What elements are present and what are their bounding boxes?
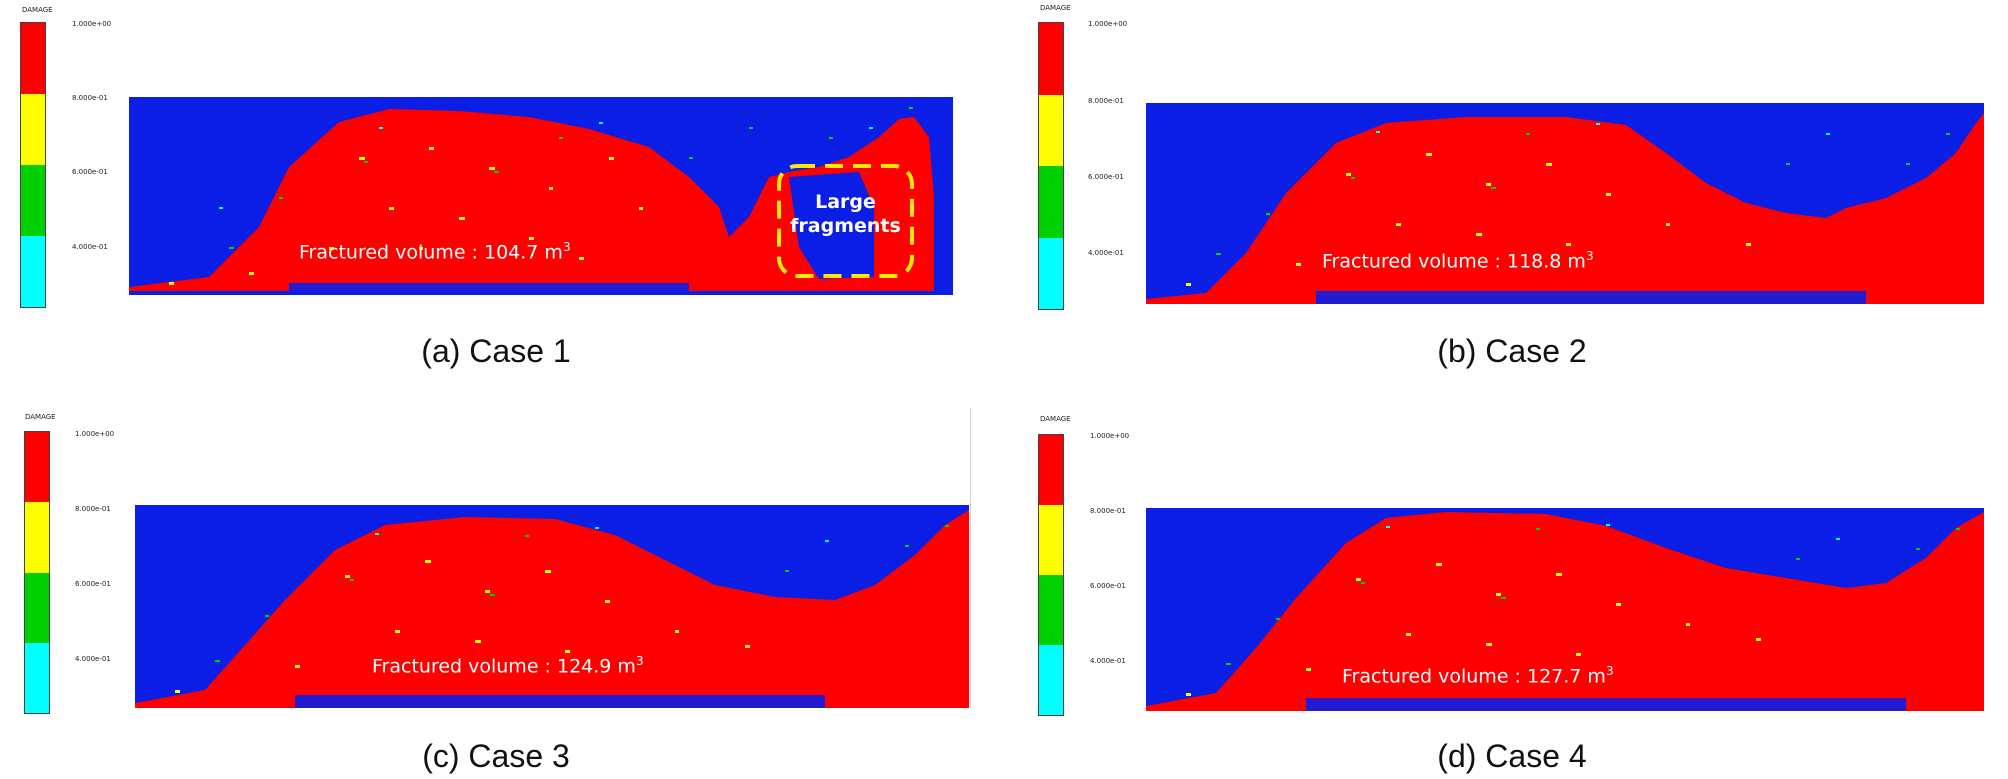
colorbar-title: DAMAGE: [25, 413, 56, 421]
fractured-volume-label: Fractured volume : 127.7 m3: [1342, 664, 1614, 688]
large-fragments-annotation: Large fragments: [776, 190, 915, 238]
colorbar-tick-label: 8.000e-01: [1088, 97, 1124, 105]
colorbar-tick-label: 1.000e+00: [72, 20, 112, 28]
colorbar-tick-label: 8.000e-01: [1090, 507, 1126, 515]
colorbar-tick-label: 6.000e-01: [1088, 173, 1124, 181]
colorbar: [1038, 434, 1064, 716]
fractured-volume-label: Fractured volume : 118.8 m3: [1322, 249, 1594, 273]
colorbar-title: DAMAGE: [1040, 4, 1071, 12]
colorbar-title: DAMAGE: [1040, 415, 1071, 423]
damage-field-plot: [135, 505, 969, 708]
colorbar-tick-label: 4.000e-01: [1088, 249, 1124, 257]
fractured-volume-label: Fractured volume : 104.7 m3: [299, 240, 571, 264]
colorbar-title: DAMAGE: [22, 6, 53, 14]
annotation-line: fragments: [790, 215, 901, 237]
colorbar: [1038, 22, 1064, 310]
colorbar-tick-label: 6.000e-01: [75, 580, 111, 588]
colorbar: [24, 431, 50, 714]
colorbar-tick-label: 4.000e-01: [1090, 657, 1126, 665]
colorbar-tick-label: 8.000e-01: [72, 94, 108, 102]
panel-caption: (c) Case 3: [422, 738, 570, 774]
damage-field-plot: [129, 97, 953, 295]
panel-separator: [970, 408, 971, 708]
colorbar: [20, 22, 46, 308]
colorbar-tick-label: 1.000e+00: [1090, 432, 1130, 440]
colorbar-tick-label: 6.000e-01: [72, 168, 108, 176]
panel-caption: (d) Case 4: [1437, 738, 1587, 774]
colorbar-tick-label: 1.000e+00: [75, 430, 115, 438]
panel-caption: (a) Case 1: [421, 333, 571, 369]
colorbar-tick-label: 4.000e-01: [75, 655, 111, 663]
colorbar-tick-label: 8.000e-01: [75, 505, 111, 513]
damage-field-plot: [1146, 103, 1984, 304]
colorbar-tick-label: 4.000e-01: [72, 243, 108, 251]
fractured-volume-label: Fractured volume : 124.9 m3: [372, 654, 644, 678]
panel-caption: (b) Case 2: [1437, 333, 1587, 369]
annotation-line: Large: [815, 191, 876, 213]
damage-field-plot: [1146, 508, 1984, 711]
colorbar-tick-label: 6.000e-01: [1090, 582, 1126, 590]
colorbar-tick-label: 1.000e+00: [1088, 20, 1128, 28]
